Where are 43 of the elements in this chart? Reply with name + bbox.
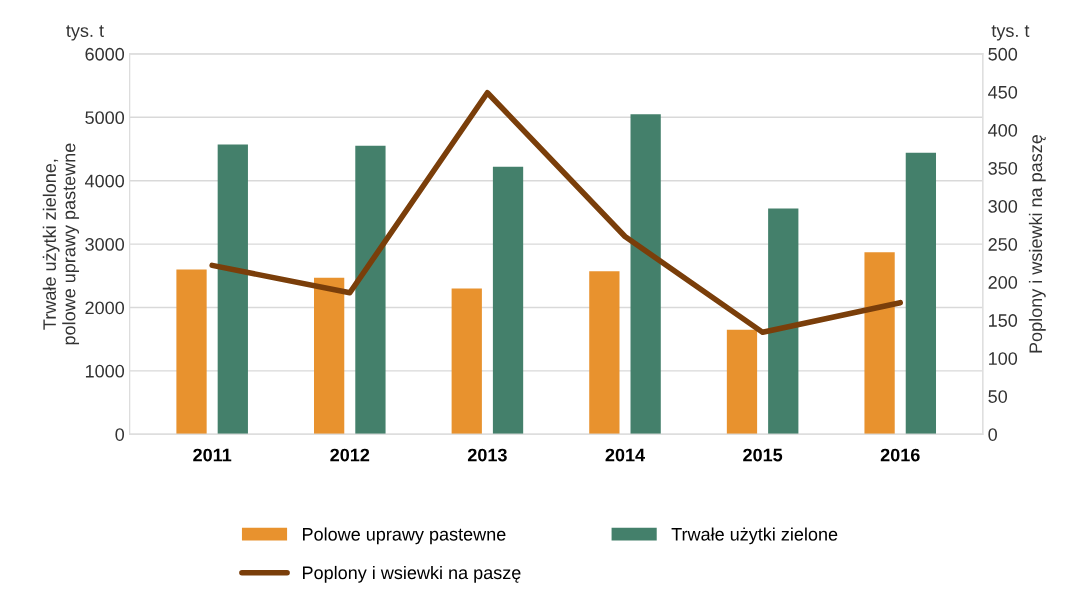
y2-tick-label: 500 [988,47,1018,61]
y2-tick-label: 350 [988,161,1018,175]
y-tick-label: 3000 [85,238,125,251]
y-tick-label: 4000 [84,174,125,188]
y2-tick-label: 150 [989,314,1018,327]
y-tick-label: 1000 [85,364,125,378]
y2-tick-label: 300 [988,199,1018,213]
bar [176,269,207,435]
bar [768,208,799,435]
y2-axis-title: Poplony i wsiewki na paszę [1028,135,1046,353]
x-tick-label: 2012 [330,448,370,462]
x-tick-label: 2011 [193,448,232,462]
legend-label: Polowe uprawy pastewne [303,527,506,545]
bar [726,329,758,435]
y2-tick-label: 450 [988,85,1018,99]
bar [864,252,895,435]
bar [630,114,661,435]
bar [905,152,937,435]
x-tick-label: 2014 [605,448,645,462]
y2-tick-label: 50 [988,390,1008,403]
x-tick-label: 2013 [467,448,507,462]
y2-tick-label: 250 [988,238,1018,251]
bar [492,166,524,435]
y2-tick-label: 100 [989,352,1018,365]
bar [355,145,386,435]
x-tick-label: 2016 [880,448,920,462]
text: tys. t [991,25,1030,41]
y2-tick-label: 400 [988,123,1018,137]
bar [589,271,620,435]
bar [314,277,345,435]
y-axis-title: Trwałe użytki zielone, polowe uprawy pastewne [42,143,80,345]
y2-tick-label: 0 [988,428,997,441]
y2-tick-label: 200 [988,276,1018,289]
y-tick-label: 2000 [85,301,125,315]
y-tick-label: 0 [115,428,125,441]
y-tick-label: 6000 [85,47,125,61]
bar [217,144,248,435]
text: tys. t [66,25,104,41]
legend-label: Trwałe użytki zielone [671,527,838,545]
bar [451,288,482,435]
legend-label: Poplony i wsiewki na paszę [303,565,521,583]
y-tick-label: 5000 [85,111,125,125]
x-tick-label: 2015 [743,448,783,462]
